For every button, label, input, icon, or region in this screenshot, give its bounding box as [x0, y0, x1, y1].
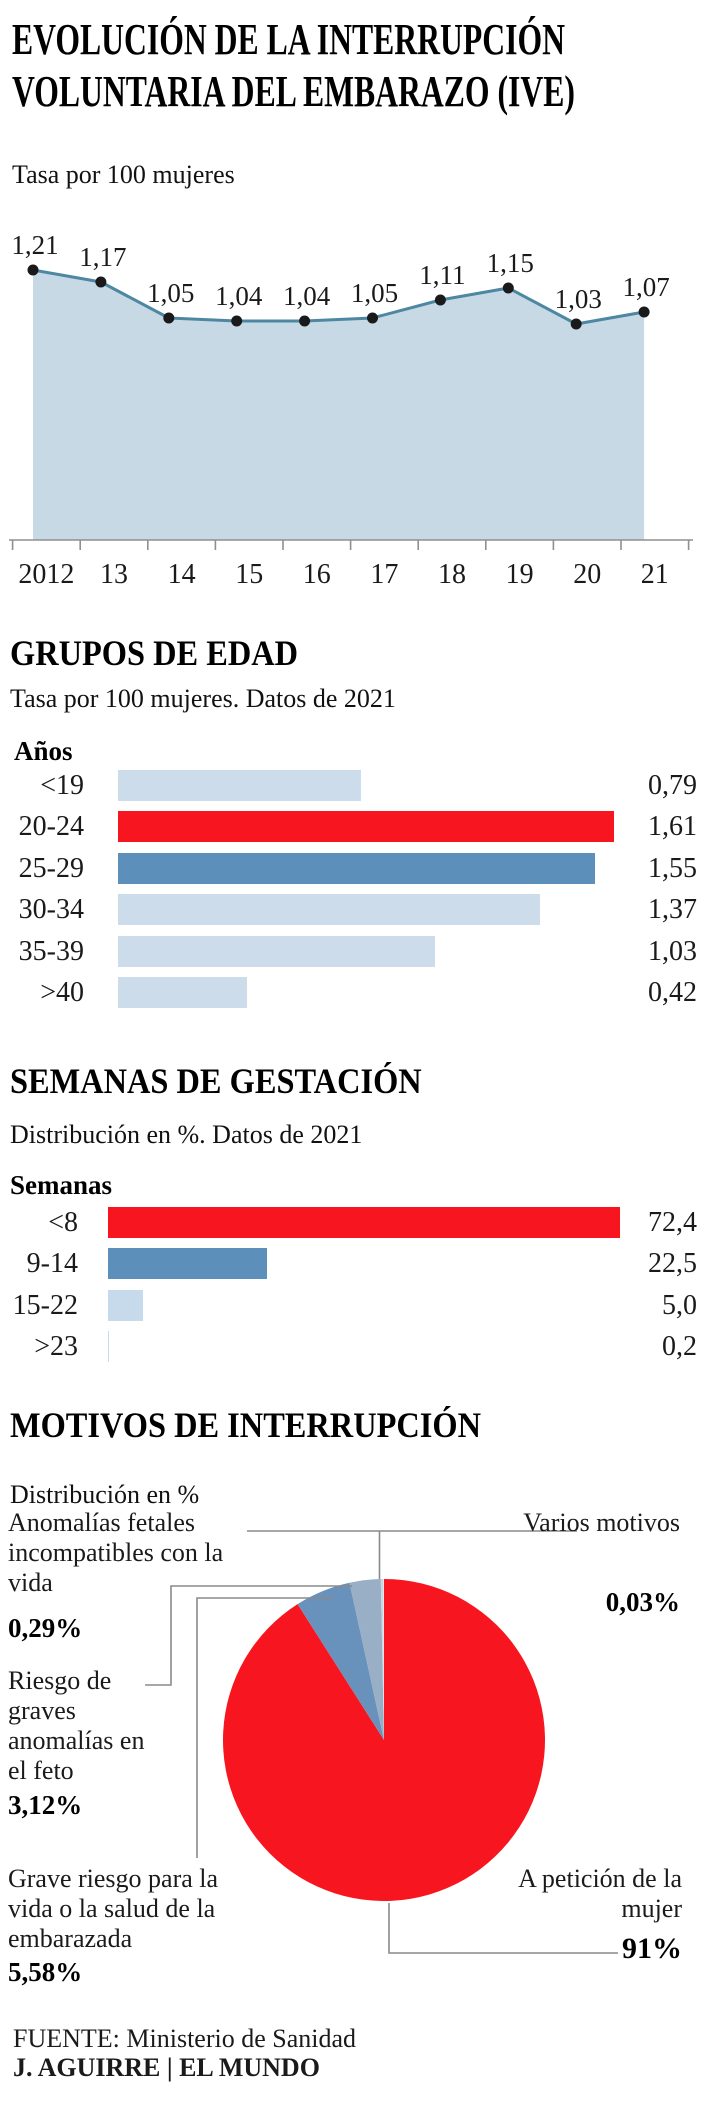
evolution-year-label: 21 [641, 559, 669, 590]
age-bar [118, 935, 436, 967]
age-value-label: 0,42 [648, 977, 697, 1008]
age-value-label: 1,37 [648, 894, 697, 926]
credit-line: J. AGUIRRE | EL MUNDO [13, 2053, 320, 2082]
evolution-year-label: 17 [370, 559, 398, 590]
pie-label-varios: Varios motivos [523, 1508, 680, 1537]
week-value-label: 5,0 [662, 1289, 697, 1321]
pie-pct-varios: 0,03% [605, 1587, 680, 1617]
pie-slice [349, 1579, 384, 1740]
week-value-label: 22,5 [648, 1248, 697, 1280]
pie-pct-grave: 5,58% [8, 1957, 83, 1987]
pie-label-grave: Grave riesgo para la vida o la salud de … [8, 1864, 219, 1953]
age-row-label: 25-29 [18, 852, 84, 884]
evolution-dot [502, 282, 514, 294]
pie-label-riesgo: Riesgo de graves anomalías en el feto [8, 1666, 145, 1785]
pie-leader-line [388, 1903, 618, 1954]
page-title-line2: VOLUNTARIA DEL EMBARAZO (IVE) [12, 67, 575, 116]
pie-pct-apeticion: 91% [622, 1932, 682, 1965]
weeks-subtitle: Distribución en %. Datos de 2021 [10, 1120, 363, 1149]
age-value-label: 1,61 [648, 811, 697, 843]
age-value-label: 1,55 [648, 852, 697, 884]
pie-slice [380, 1579, 384, 1740]
evolution-year-label: 19 [506, 559, 534, 590]
age-groups-axis-label: Años [14, 736, 73, 766]
week-bar [108, 1248, 268, 1280]
pie-leader-line [196, 1597, 333, 1858]
week-value-label: 0,2 [662, 1330, 697, 1362]
evolution-dot [570, 318, 582, 330]
week-row-label: >23 [34, 1330, 78, 1362]
page-title: EVOLUCIÓN DE LA INTERRUPCIÓN VOLUNTARIA … [12, 14, 575, 118]
evolution-year-label: 15 [235, 559, 263, 590]
weeks-axis-label: Semanas [10, 1170, 113, 1200]
evolution-dot [231, 315, 243, 327]
evolution-dot [367, 312, 378, 324]
age-bar [118, 811, 614, 843]
evolution-area-chart: 1,21 2012 1,17 13 1,05 14 1,04 15 1,04 16 1,05 17 1,… [9, 230, 693, 590]
week-bar [108, 1289, 144, 1321]
motives-title: MOTIVOS DE INTERRUPCIÓN [10, 1405, 482, 1445]
evolution-value-label: 1,04 [283, 281, 331, 311]
age-groups-subtitle: Tasa por 100 mujeres. Datos de 2021 [10, 684, 396, 713]
evolution-area-fill [33, 270, 645, 540]
evolution-value-label: 1,04 [215, 281, 263, 311]
evolution-value-label: 1,07 [622, 272, 669, 302]
week-row-label: 9-14 [26, 1248, 78, 1280]
weeks-title: SEMANAS DE GESTACIÓN [10, 1061, 422, 1101]
pie-pct-riesgo: 3,12% [8, 1790, 83, 1820]
source-line: FUENTE: Ministerio de Sanidad [13, 2024, 357, 2053]
evolution-year-label: 2012 [18, 559, 74, 590]
pie-label-apeticion: A petición de la mujer [518, 1864, 682, 1923]
week-row-label: 15-22 [12, 1289, 78, 1321]
pie-leader-line [145, 1585, 352, 1686]
age-row-label: <19 [40, 770, 84, 801]
motives-pie-chart [145, 1530, 618, 1954]
evolution-dot [638, 306, 650, 318]
week-row-label: <8 [48, 1207, 78, 1238]
evolution-dot [95, 276, 107, 288]
evolution-year-label: 20 [573, 559, 601, 590]
pie-slice [297, 1582, 384, 1740]
age-groups-title: GRUPOS DE EDAD [10, 633, 299, 673]
week-bar [108, 1207, 620, 1238]
age-row-label: >40 [40, 977, 84, 1008]
evolution-dot [163, 312, 175, 324]
evolution-value-label: 1,15 [487, 248, 534, 278]
evolution-dot [27, 264, 39, 276]
evolution-year-label: 13 [100, 559, 128, 590]
age-bar [118, 770, 362, 801]
evolution-dot [299, 315, 311, 327]
age-value-label: 1,03 [648, 935, 697, 967]
age-row-label: 20-24 [18, 811, 84, 843]
age-row-label: 30-34 [18, 894, 84, 926]
motives-subtitle: Distribución en % [10, 1480, 200, 1509]
week-value-label: 72,4 [648, 1207, 697, 1238]
evolution-value-label: 1,05 [351, 278, 398, 308]
evolution-value-label: 1,03 [555, 284, 602, 314]
age-row-label: 35-39 [18, 935, 84, 967]
page-title-line1: EVOLUCIÓN DE LA INTERRUPCIÓN [12, 15, 565, 64]
age-bar [118, 852, 596, 884]
age-bar [118, 894, 540, 926]
evolution-year-label: 14 [168, 559, 196, 590]
evolution-subtitle: Tasa por 100 mujeres [12, 160, 235, 189]
evolution-year-label: 18 [438, 559, 466, 590]
evolution-line [32, 268, 645, 326]
week-bar [108, 1330, 110, 1362]
evolution-dot [434, 294, 446, 306]
evolution-value-label: 1,17 [79, 242, 126, 272]
age-bar [118, 977, 248, 1008]
age-value-label: 0,79 [648, 770, 697, 801]
evolution-value-label: 1,11 [419, 260, 465, 290]
pie-label-anomalias: Anomalías fetales incompatibles con la v… [8, 1508, 224, 1597]
evolution-year-label: 16 [303, 559, 331, 590]
evolution-value-label: 1,21 [11, 230, 58, 260]
pie-pct-anomalias: 0,29% [8, 1613, 83, 1643]
evolution-value-label: 1,05 [147, 278, 194, 308]
